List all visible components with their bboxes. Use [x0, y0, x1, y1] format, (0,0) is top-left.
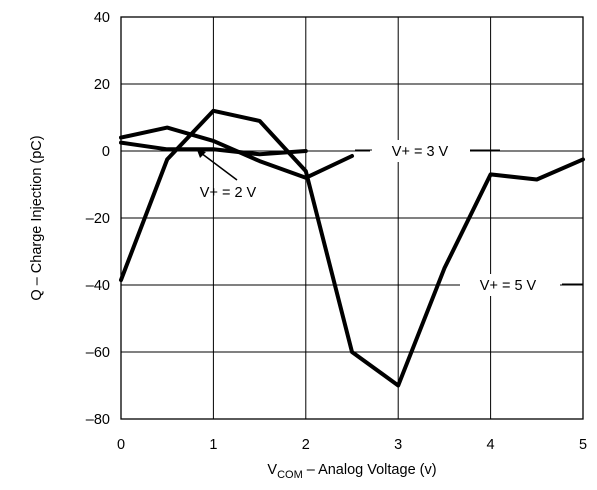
y-tick-label: –20: [86, 211, 110, 227]
y-tick-label: 20: [94, 77, 110, 93]
x-tick-labels: 0 1 2 3 4 5: [117, 437, 587, 453]
series-line-3: [119, 108, 585, 388]
y-tick-label: –60: [86, 345, 110, 361]
y-tick-label: 0: [102, 144, 110, 160]
x-tick-label: 5: [579, 437, 587, 453]
series-line-1: [119, 140, 308, 157]
annotation-arrowhead: [197, 150, 206, 158]
y-tick-labels: 40 20 0 –20 –40 –60 –80: [86, 10, 110, 428]
x-axis-title-subscript: COM: [277, 469, 303, 481]
y-axis-title: Q – Charge Injection (pC): [29, 135, 45, 300]
annotation-label: V+ = 3 V: [392, 144, 449, 160]
y-tick-label: –40: [86, 278, 110, 294]
y-tick-label: –80: [86, 412, 110, 428]
x-tick-label: 2: [302, 437, 310, 453]
series-annotations: V+ = 2 V V+ = 3 V V+ = 5 V: [196, 140, 583, 296]
annotation-label: V+ = 5 V: [480, 278, 537, 294]
x-axis-title-main: V: [267, 462, 277, 478]
grid-lines: [121, 17, 583, 419]
x-tick-label: 4: [487, 437, 495, 453]
x-tick-label: 1: [209, 437, 217, 453]
annotation-background: [460, 274, 560, 296]
x-axis-title-rest: – Analog Voltage (v): [303, 462, 437, 478]
x-axis-title: VCOM – Analog Voltage (v): [267, 462, 436, 481]
series-lines: [119, 108, 585, 388]
x-tick-label: 3: [394, 437, 402, 453]
annotation-label: V+ = 2 V: [200, 185, 257, 201]
plot-frame: [120, 16, 584, 420]
annotation-background: [370, 140, 470, 162]
x-tick-label: 0: [117, 437, 125, 453]
series-line-2: [119, 125, 354, 180]
y-tick-label: 40: [94, 10, 110, 26]
annotation-leader-line: [196, 149, 238, 181]
